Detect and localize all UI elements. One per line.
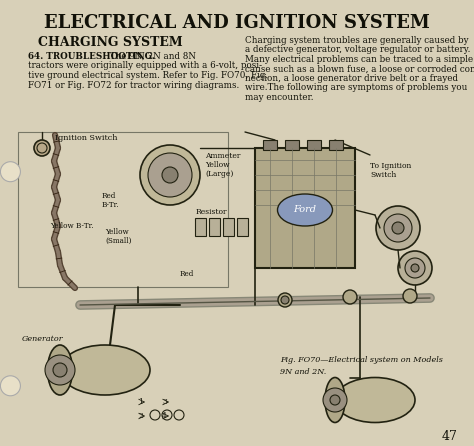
Text: Resistor: Resistor bbox=[196, 208, 228, 216]
Circle shape bbox=[398, 251, 432, 285]
Text: Red: Red bbox=[180, 270, 194, 278]
Circle shape bbox=[0, 162, 20, 182]
Text: Red
B-Tr.: Red B-Tr. bbox=[102, 192, 119, 209]
Text: a defective generator, voltage regulator or battery.: a defective generator, voltage regulator… bbox=[245, 45, 470, 54]
Text: Yellow
(Small): Yellow (Small) bbox=[105, 228, 131, 245]
Circle shape bbox=[34, 140, 50, 156]
Text: ELECTRICAL AND IGNITION SYSTEM: ELECTRICAL AND IGNITION SYSTEM bbox=[44, 14, 430, 32]
Text: Generator: Generator bbox=[22, 335, 64, 343]
Ellipse shape bbox=[325, 377, 345, 422]
Text: CHARGING SYSTEM: CHARGING SYSTEM bbox=[38, 36, 182, 49]
Bar bbox=[18, 132, 228, 287]
Ellipse shape bbox=[277, 194, 332, 226]
Circle shape bbox=[281, 296, 289, 304]
Bar bbox=[263, 140, 277, 150]
Text: Many electrical problems can be traced to a simple: Many electrical problems can be traced t… bbox=[245, 55, 473, 64]
Circle shape bbox=[0, 376, 20, 396]
Circle shape bbox=[384, 214, 412, 242]
Text: wire.The following are symptoms of problems you: wire.The following are symptoms of probl… bbox=[245, 83, 467, 92]
Circle shape bbox=[148, 153, 192, 197]
Circle shape bbox=[403, 289, 417, 303]
Bar bbox=[307, 140, 321, 150]
Text: FO71 or Fig. FO72 for tractor wiring diagrams.: FO71 or Fig. FO72 for tractor wiring dia… bbox=[28, 80, 239, 90]
Circle shape bbox=[53, 363, 67, 377]
Text: 47: 47 bbox=[442, 430, 458, 443]
Text: tractors were originally equipped with a 6-volt, posi-: tractors were originally equipped with a… bbox=[28, 62, 262, 70]
Circle shape bbox=[392, 222, 404, 234]
Bar bbox=[237, 218, 248, 236]
Text: Yellow B-Tr.: Yellow B-Tr. bbox=[50, 222, 93, 230]
Bar bbox=[329, 140, 343, 150]
Ellipse shape bbox=[47, 345, 73, 395]
Circle shape bbox=[343, 290, 357, 304]
Text: Ignition Switch: Ignition Switch bbox=[55, 134, 118, 142]
Circle shape bbox=[411, 264, 419, 272]
Text: Charging system troubles are generally caused by: Charging system troubles are generally c… bbox=[245, 36, 469, 45]
Text: To Ignition
Switch: To Ignition Switch bbox=[370, 162, 411, 179]
Text: 2: 2 bbox=[138, 412, 143, 420]
Text: 1: 1 bbox=[138, 398, 143, 406]
Text: Ford: Ford bbox=[293, 206, 317, 215]
Circle shape bbox=[330, 395, 340, 405]
Text: Fig. FO70—Electrical system on Models: Fig. FO70—Electrical system on Models bbox=[280, 356, 443, 364]
Text: Ammeter
Yellow
(Large): Ammeter Yellow (Large) bbox=[205, 152, 240, 178]
Text: The 9N, 2N and 8N: The 9N, 2N and 8N bbox=[107, 52, 196, 61]
Bar bbox=[285, 140, 299, 150]
Text: 3: 3 bbox=[162, 398, 167, 406]
Text: 9N and 2N.: 9N and 2N. bbox=[280, 368, 326, 376]
Circle shape bbox=[45, 355, 75, 385]
Text: tive ground electrical system. Refer to Fig. FO70, Fig.: tive ground electrical system. Refer to … bbox=[28, 71, 268, 80]
Ellipse shape bbox=[60, 345, 150, 395]
Text: nection, a loose generator drive belt or a frayed: nection, a loose generator drive belt or… bbox=[245, 74, 458, 83]
Text: may encounter.: may encounter. bbox=[245, 93, 313, 102]
Bar bbox=[255, 148, 355, 268]
Circle shape bbox=[278, 293, 292, 307]
Ellipse shape bbox=[335, 377, 415, 422]
Circle shape bbox=[405, 258, 425, 278]
Text: 4: 4 bbox=[162, 412, 167, 420]
Bar bbox=[195, 218, 206, 236]
Circle shape bbox=[376, 206, 420, 250]
Circle shape bbox=[140, 145, 200, 205]
Bar bbox=[209, 218, 220, 236]
Text: 64. TROUBLESHOOTING.: 64. TROUBLESHOOTING. bbox=[28, 52, 155, 61]
Circle shape bbox=[323, 388, 347, 412]
Bar bbox=[223, 218, 234, 236]
Text: cause such as a blown fuse, a loose or corroded con-: cause such as a blown fuse, a loose or c… bbox=[245, 65, 474, 74]
Circle shape bbox=[162, 167, 178, 183]
